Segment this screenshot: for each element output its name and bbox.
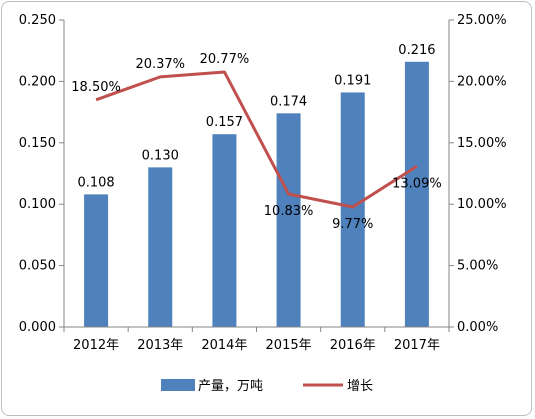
line-data-label: 9.77% — [332, 217, 373, 232]
x-tick-label: 2014年 — [201, 338, 247, 353]
y-right-tick-label: 20.00% — [457, 74, 507, 89]
bar-2013年 — [148, 167, 173, 327]
y-right-tick-label: 10.00% — [457, 197, 507, 212]
x-tick-label: 2012年 — [73, 338, 119, 353]
growth-line — [95, 70, 418, 209]
line-layer — [95, 70, 418, 209]
x-tick-label: 2013年 — [137, 338, 183, 353]
bar-data-label: 0.191 — [334, 73, 371, 88]
bar-data-label: 0.174 — [270, 94, 307, 109]
line-data-label: 20.77% — [200, 52, 250, 67]
y-right-tick-label: 15.00% — [457, 136, 507, 151]
line-data-label: 18.50% — [71, 80, 121, 95]
legend-bar-label: 产量，万吨 — [198, 379, 263, 394]
line-data-label: 20.37% — [135, 57, 185, 72]
bar-2016年 — [340, 92, 365, 328]
line-data-label: 13.09% — [392, 176, 442, 191]
y-left-tick-label: 0.050 — [19, 259, 56, 274]
y-left-tick-label: 0.000 — [19, 320, 56, 335]
y-left-tick-label: 0.250 — [19, 13, 56, 28]
y-left-tick-label: 0.150 — [19, 136, 56, 151]
x-tick-label: 2015年 — [266, 338, 312, 353]
bar-2017年 — [404, 61, 429, 327]
bar-2012年 — [84, 194, 109, 327]
bar-data-label: 0.108 — [77, 175, 114, 190]
x-tick-label: 2017年 — [394, 338, 440, 353]
bar-data-label: 0.130 — [142, 148, 179, 163]
y-left-tick-label: 0.100 — [19, 197, 56, 212]
legend-line-label: 增长 — [347, 379, 373, 394]
bar-data-label: 0.216 — [398, 43, 435, 58]
legend-bar-swatch — [161, 379, 195, 391]
axes-layer: 0.000 0.050 0.100 0.150 0.200 0.250 0.00% 5.00%… — [19, 13, 507, 353]
bar-data-label: 0.157 — [206, 115, 243, 130]
legend: 产量，万吨 增长 — [161, 379, 373, 394]
x-tick-label: 2016年 — [330, 338, 376, 353]
bars-layer — [84, 61, 429, 328]
line-data-label: 10.83% — [264, 204, 314, 219]
bar-2014年 — [212, 134, 237, 327]
bar-2015年 — [276, 113, 301, 327]
y-right-tick-label: 0.00% — [457, 320, 498, 335]
y-left-tick-label: 0.200 — [19, 74, 56, 89]
y-right-tick-label: 5.00% — [457, 259, 498, 274]
labels-layer: 0.108 0.130 0.157 0.174 0.191 0.216 18.50% 20.3… — [71, 43, 441, 232]
y-right-tick-label: 25.00% — [457, 13, 507, 28]
